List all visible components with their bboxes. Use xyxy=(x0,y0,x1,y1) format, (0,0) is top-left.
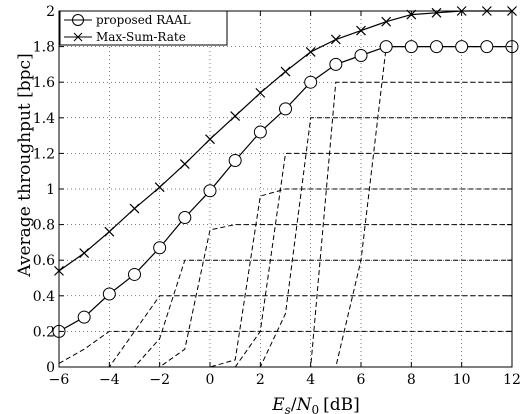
legend-marker-circle xyxy=(72,14,84,26)
x-tick-label: −4 xyxy=(99,372,120,388)
y-tick-label: 1.8 xyxy=(33,40,55,56)
x-tick-label: −2 xyxy=(149,372,170,388)
dashed-curve xyxy=(59,46,512,368)
point-max-sum-rate xyxy=(280,66,291,77)
point-raal xyxy=(430,40,443,54)
point-raal xyxy=(279,102,292,116)
legend-marker-x xyxy=(73,32,83,42)
legend-label-raal: proposed RAAL xyxy=(96,13,191,27)
y-tick-label: 0.4 xyxy=(33,289,55,305)
point-max-sum-rate xyxy=(356,25,366,36)
y-tick-label: 1.6 xyxy=(33,75,55,91)
point-raal xyxy=(153,241,167,255)
point-max-sum-rate xyxy=(381,16,392,27)
dashed-curve xyxy=(59,224,512,368)
legend: proposed RAAL Max-Sum-Rate xyxy=(59,10,228,46)
point-max-sum-rate xyxy=(330,34,341,45)
y-tick-label: 1 xyxy=(46,182,55,198)
dashed-curves xyxy=(58,46,512,368)
x-tick-label: 2 xyxy=(256,372,265,388)
point-raal xyxy=(203,184,217,198)
dashed-curve xyxy=(58,330,512,364)
dashed-curve xyxy=(59,117,512,368)
y-tick-label: 0.2 xyxy=(33,324,55,340)
x-axis-label: Es/N0 [dB] xyxy=(271,395,359,414)
y-tick-label: 1.2 xyxy=(33,146,55,162)
point-raal xyxy=(102,287,116,301)
point-raal xyxy=(128,267,141,281)
point-raal xyxy=(354,49,368,62)
point-raal xyxy=(304,75,318,89)
legend-box xyxy=(59,10,228,46)
point-raal xyxy=(404,40,418,54)
point-max-sum-rate xyxy=(431,7,442,18)
point-max-sum-rate xyxy=(230,111,241,121)
point-max-sum-rate xyxy=(104,226,115,237)
x-tick-label: 12 xyxy=(503,372,521,388)
x-tick-label: 10 xyxy=(453,372,471,388)
point-raal xyxy=(379,40,393,54)
point-max-sum-rate xyxy=(154,182,165,193)
legend-label-msr: Max-Sum-Rate xyxy=(96,30,186,44)
point-raal xyxy=(455,40,469,54)
x-tick-label: 4 xyxy=(306,372,315,388)
x-tick-label: 0 xyxy=(206,372,215,388)
y-tick-label: 0.6 xyxy=(33,253,55,269)
series-lines xyxy=(52,6,519,338)
point-raal xyxy=(77,310,91,324)
y-tick-label: 1.4 xyxy=(33,111,55,127)
point-max-sum-rate xyxy=(179,159,190,170)
point-raal xyxy=(253,125,267,139)
axis-ticks: −6 −4 −2 0 2 4 6 8 10 12 0 0.2 0.4 0.6 0.8 1 1.2 1.4 1.6 1.… xyxy=(33,4,521,388)
point-max-sum-rate xyxy=(255,87,266,98)
x-tick-label: −6 xyxy=(49,372,70,388)
point-raal xyxy=(228,154,242,168)
y-tick-label: 0.8 xyxy=(33,218,55,234)
point-max-sum-rate xyxy=(129,203,140,214)
x-tick-label: 8 xyxy=(407,372,416,388)
point-raal xyxy=(480,40,494,54)
series-line-max-sum-rate xyxy=(58,10,512,272)
point-max-sum-rate xyxy=(305,47,316,57)
x-tick-label: 6 xyxy=(357,372,366,388)
y-tick-label: 0 xyxy=(46,360,55,376)
y-tick-label: 2 xyxy=(46,4,55,20)
point-max-sum-rate xyxy=(205,134,215,145)
point-raal xyxy=(178,210,192,224)
point-raal xyxy=(329,57,343,71)
y-axis-label: Average throughput [bpc] xyxy=(15,53,35,277)
point-max-sum-rate xyxy=(79,248,90,259)
